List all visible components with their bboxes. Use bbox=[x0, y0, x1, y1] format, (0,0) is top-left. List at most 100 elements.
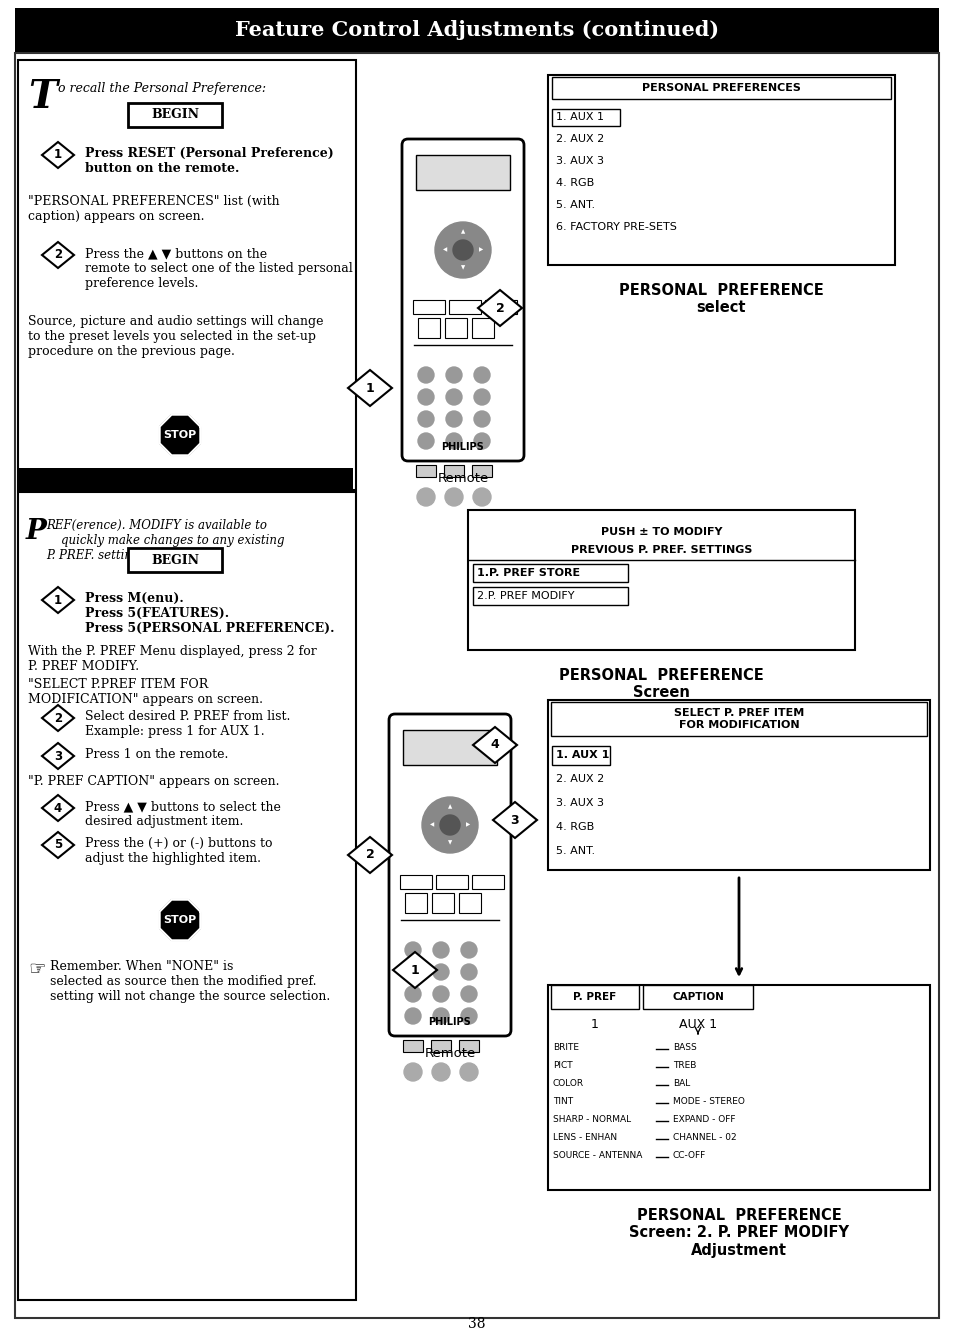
Polygon shape bbox=[348, 837, 392, 873]
Circle shape bbox=[474, 433, 490, 449]
Text: SELECT P. PREF ITEM
FOR MODIFICATION: SELECT P. PREF ITEM FOR MODIFICATION bbox=[673, 708, 803, 729]
Text: Press RESET (Personal Preference)
button on the remote.: Press RESET (Personal Preference) button… bbox=[85, 146, 334, 174]
Text: PERSONAL  PREFERENCE
Screen: PERSONAL PREFERENCE Screen bbox=[558, 668, 763, 700]
Text: COLOR: COLOR bbox=[553, 1078, 583, 1087]
Text: BEGIN: BEGIN bbox=[151, 109, 199, 121]
Circle shape bbox=[433, 942, 449, 958]
Text: CC-OFF: CC-OFF bbox=[672, 1150, 705, 1159]
Bar bbox=[472, 874, 503, 889]
Text: 1.P. PREF STORE: 1.P. PREF STORE bbox=[476, 568, 579, 578]
Text: PUSH ± TO MODIFY: PUSH ± TO MODIFY bbox=[600, 527, 721, 536]
Circle shape bbox=[405, 1008, 420, 1024]
Text: SOURCE - ANTENNA: SOURCE - ANTENNA bbox=[553, 1150, 641, 1159]
Bar bbox=[458, 1040, 478, 1051]
Bar bbox=[468, 510, 854, 650]
Text: MODE - STEREO: MODE - STEREO bbox=[672, 1097, 744, 1106]
Text: T: T bbox=[28, 79, 57, 116]
Bar bbox=[416, 154, 510, 190]
Text: Press the (+) or (-) buttons to
adjust the highlighted item.: Press the (+) or (-) buttons to adjust t… bbox=[85, 837, 273, 865]
Bar bbox=[431, 1040, 451, 1051]
Text: 1: 1 bbox=[365, 382, 374, 394]
Polygon shape bbox=[348, 370, 392, 406]
Bar bbox=[551, 701, 926, 736]
Text: Press M(enu).
Press 5(FEATURES).
Press 5(PERSONAL PREFERENCE).: Press M(enu). Press 5(FEATURES). Press 5… bbox=[85, 592, 335, 635]
Bar bbox=[436, 874, 468, 889]
Circle shape bbox=[460, 986, 476, 1002]
Text: 2: 2 bbox=[496, 302, 504, 314]
Bar bbox=[472, 318, 494, 338]
Polygon shape bbox=[42, 242, 74, 268]
Bar bbox=[443, 465, 463, 476]
Polygon shape bbox=[493, 803, 537, 839]
Polygon shape bbox=[42, 795, 74, 821]
Polygon shape bbox=[159, 900, 200, 940]
Circle shape bbox=[433, 986, 449, 1002]
Circle shape bbox=[417, 411, 434, 427]
Polygon shape bbox=[42, 832, 74, 858]
Bar bbox=[473, 587, 627, 606]
Text: TREB: TREB bbox=[672, 1061, 696, 1070]
Text: 3: 3 bbox=[510, 813, 518, 827]
Text: 2: 2 bbox=[54, 712, 62, 724]
Circle shape bbox=[405, 942, 420, 958]
Bar bbox=[552, 77, 890, 98]
Text: ◀: ◀ bbox=[430, 823, 434, 828]
Text: CAPTION: CAPTION bbox=[671, 992, 723, 1002]
Circle shape bbox=[459, 1063, 477, 1081]
Circle shape bbox=[416, 488, 435, 506]
Text: BAL: BAL bbox=[672, 1078, 690, 1087]
Circle shape bbox=[460, 942, 476, 958]
Text: PERSONAL PREFERENCES: PERSONAL PREFERENCES bbox=[641, 83, 801, 93]
Text: TINT: TINT bbox=[553, 1097, 573, 1106]
Bar bbox=[473, 564, 627, 582]
Circle shape bbox=[474, 411, 490, 427]
Text: Press the ▲ ▼ buttons on the
remote to select one of the listed personal
prefere: Press the ▲ ▼ buttons on the remote to s… bbox=[85, 248, 353, 290]
Text: PERSONAL  PREFERENCE
select: PERSONAL PREFERENCE select bbox=[618, 284, 823, 315]
Text: Select desired P. PREF from list.
Example: press 1 for AUX 1.: Select desired P. PREF from list. Exampl… bbox=[85, 709, 290, 737]
Text: 2. AUX 2: 2. AUX 2 bbox=[556, 134, 603, 144]
Bar bbox=[399, 874, 432, 889]
Bar bbox=[547, 75, 894, 265]
Text: 2: 2 bbox=[54, 249, 62, 261]
Text: Remote: Remote bbox=[424, 1047, 476, 1059]
Circle shape bbox=[446, 389, 461, 405]
Polygon shape bbox=[159, 415, 200, 455]
Text: STOP: STOP bbox=[163, 914, 196, 925]
Text: EXPAND - OFF: EXPAND - OFF bbox=[672, 1114, 735, 1123]
Bar bbox=[484, 299, 517, 314]
Text: PREVIOUS P. PREF. SETTINGS: PREVIOUS P. PREF. SETTINGS bbox=[570, 544, 751, 555]
FancyBboxPatch shape bbox=[128, 548, 222, 572]
FancyBboxPatch shape bbox=[128, 102, 222, 126]
Bar bbox=[458, 893, 480, 913]
Text: PICT: PICT bbox=[553, 1061, 572, 1070]
Text: 4. RGB: 4. RGB bbox=[556, 178, 594, 188]
Bar bbox=[15, 8, 938, 52]
Bar bbox=[18, 492, 355, 1300]
Bar bbox=[18, 60, 355, 490]
Text: o recall the Personal Preference:: o recall the Personal Preference: bbox=[58, 83, 266, 95]
Text: 3. AUX 3: 3. AUX 3 bbox=[556, 799, 603, 808]
FancyBboxPatch shape bbox=[401, 138, 523, 461]
Bar bbox=[432, 893, 454, 913]
Circle shape bbox=[433, 964, 449, 980]
Circle shape bbox=[432, 1063, 450, 1081]
Text: PERSONAL  PREFERENCE
Screen: 2. P. PREF MODIFY
Adjustment: PERSONAL PREFERENCE Screen: 2. P. PREF M… bbox=[628, 1209, 848, 1258]
Text: 1: 1 bbox=[410, 964, 419, 977]
Text: STOP: STOP bbox=[163, 430, 196, 441]
Bar bbox=[402, 729, 497, 765]
Text: 1: 1 bbox=[54, 149, 62, 161]
Text: 1: 1 bbox=[54, 594, 62, 607]
Text: 4: 4 bbox=[490, 739, 498, 752]
Circle shape bbox=[453, 240, 473, 260]
Text: Source, picture and audio settings will change
to the preset levels you selected: Source, picture and audio settings will … bbox=[28, 315, 323, 358]
Circle shape bbox=[439, 815, 459, 835]
Bar bbox=[472, 465, 492, 476]
Circle shape bbox=[417, 367, 434, 383]
Text: ☞: ☞ bbox=[28, 960, 46, 980]
Text: PHILIPS: PHILIPS bbox=[428, 1017, 471, 1028]
Bar bbox=[413, 299, 444, 314]
Text: ▲: ▲ bbox=[447, 804, 452, 809]
Circle shape bbox=[433, 1008, 449, 1024]
Circle shape bbox=[446, 411, 461, 427]
Circle shape bbox=[417, 389, 434, 405]
